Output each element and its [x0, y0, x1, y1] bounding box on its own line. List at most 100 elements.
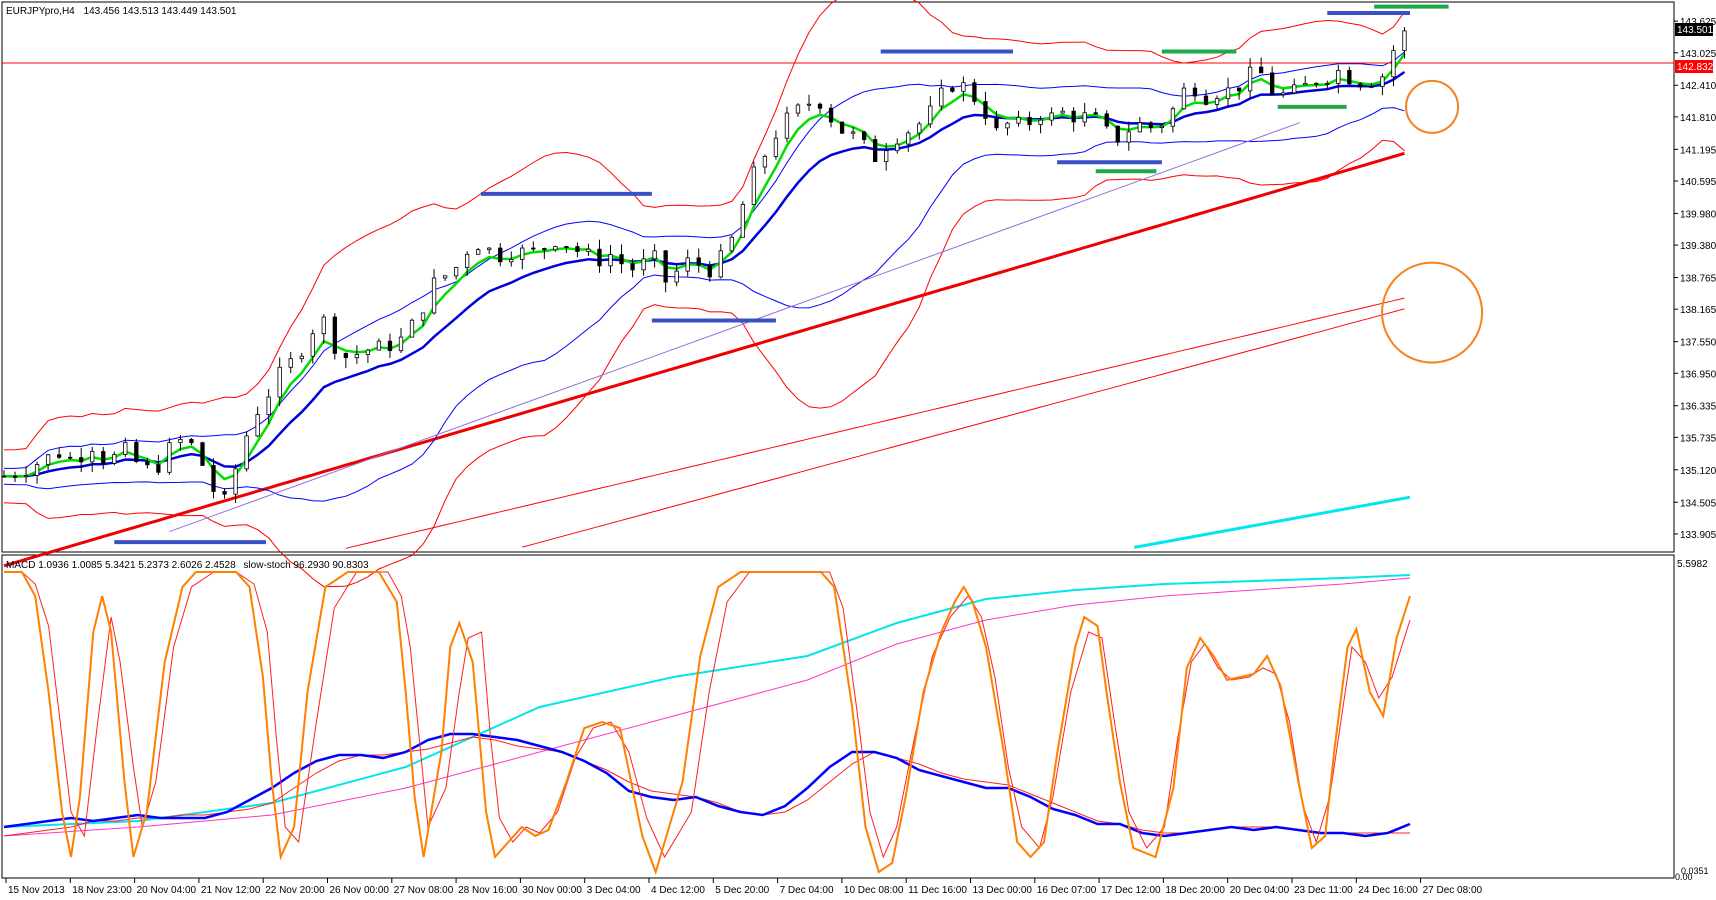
candle	[861, 130, 867, 144]
candle-body	[465, 253, 470, 268]
candle	[79, 447, 84, 473]
candle-body	[409, 319, 415, 338]
candle	[685, 249, 690, 277]
candle	[167, 437, 172, 475]
candle-body	[729, 236, 734, 252]
price-tick-label: 137.550	[1680, 338, 1716, 349]
candle-body	[1358, 83, 1363, 88]
candle	[906, 130, 911, 152]
candle-body	[850, 131, 856, 134]
candle-body	[476, 249, 481, 255]
candle	[939, 79, 944, 111]
candle-body	[244, 435, 249, 470]
candle	[674, 264, 679, 287]
candle	[652, 244, 657, 268]
candle	[1247, 58, 1253, 99]
candle	[1148, 121, 1154, 133]
candle-body	[1247, 66, 1253, 92]
candle-body	[1038, 119, 1043, 126]
candle-body	[1148, 122, 1154, 129]
candle-body	[1347, 69, 1352, 85]
candle	[453, 266, 459, 280]
candle-body	[101, 451, 106, 464]
candle-body	[1049, 112, 1054, 121]
candle	[950, 85, 955, 93]
candle-body	[211, 465, 216, 492]
candle-body	[1181, 87, 1187, 110]
indicator-panel-frame	[1, 554, 1675, 879]
time-tick-label: 20 Nov 04:00	[137, 885, 197, 896]
candle	[332, 313, 337, 360]
time-tick-label: 28 Nov 16:00	[458, 885, 518, 896]
candle-body	[112, 454, 117, 464]
candle-body	[784, 112, 790, 139]
candle-body	[79, 457, 84, 463]
candle	[123, 437, 128, 457]
candle-body	[597, 248, 602, 267]
candle	[498, 243, 503, 267]
candle	[983, 91, 988, 125]
candle-body	[68, 456, 73, 459]
candle	[972, 78, 977, 105]
candle	[773, 130, 779, 160]
candle	[1347, 66, 1352, 85]
candle	[553, 245, 558, 252]
candle	[597, 239, 602, 273]
candle-body	[343, 352, 349, 359]
candle-body	[376, 340, 382, 351]
candle-body	[762, 155, 768, 168]
candle	[12, 471, 18, 482]
candle-body	[310, 333, 315, 357]
candle-body	[255, 414, 260, 437]
candle	[1303, 76, 1308, 86]
ema-fast-line	[3, 53, 1406, 481]
candle-body	[1258, 66, 1264, 74]
current-price-box	[1675, 23, 1713, 36]
candle	[1170, 106, 1176, 133]
candle-body	[619, 254, 624, 265]
small-target-circle	[1405, 79, 1460, 134]
time-tick-label: 24 Dec 16:00	[1358, 885, 1418, 896]
candle	[134, 438, 139, 464]
candle-body	[442, 275, 448, 279]
price-panel-frame	[1, 1, 1675, 553]
candle	[542, 247, 547, 260]
candle-body	[509, 259, 514, 263]
time-tick-label: 7 Dec 04:00	[780, 885, 834, 896]
candle-body	[299, 355, 304, 360]
candle	[1325, 80, 1330, 90]
candle	[156, 455, 161, 475]
candle	[641, 249, 646, 276]
price-tick-label: 139.380	[1680, 241, 1716, 252]
candle	[321, 314, 326, 344]
indicator-plot[interactable]	[3, 571, 1411, 876]
stoch-main-line	[4, 571, 1411, 876]
price-tick-label: 138.165	[1680, 305, 1716, 316]
time-tick-label: 16 Dec 07:00	[1037, 885, 1097, 896]
candle-body	[1005, 122, 1010, 129]
candle-body	[387, 340, 393, 352]
candle	[707, 261, 712, 282]
candle	[56, 447, 62, 459]
candle	[1314, 82, 1319, 88]
candle	[1115, 125, 1120, 146]
trendline	[169, 122, 1300, 533]
candle-body	[1336, 69, 1341, 84]
price-tick-label: 135.120	[1680, 466, 1716, 477]
candle	[310, 329, 315, 364]
indicator-title: MACD 1.0936 1.0085 5.3421 5.2373 2.6026 …	[6, 560, 369, 571]
candle-body	[222, 491, 227, 495]
candle	[608, 245, 613, 273]
candle-body	[1292, 84, 1297, 94]
indicator-top-value: 5.5982	[1677, 559, 1708, 570]
candle	[343, 352, 349, 369]
price-tick-label: 133.905	[1680, 530, 1716, 541]
large-target-circle	[1381, 261, 1484, 364]
candle-body	[1303, 83, 1308, 86]
candle	[575, 242, 580, 258]
price-plot[interactable]	[1, 0, 1674, 588]
candle	[564, 246, 569, 253]
time-tick-label: 23 Dec 11:00	[1294, 885, 1353, 896]
candle-body	[288, 358, 293, 368]
